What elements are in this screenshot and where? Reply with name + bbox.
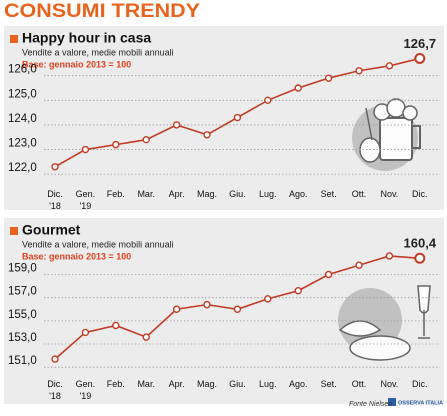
legend-square bbox=[10, 35, 18, 43]
x-tick-label: Gen. '19 bbox=[76, 379, 96, 401]
chart-title: Happy hour in casa bbox=[22, 30, 151, 46]
point bbox=[414, 252, 426, 264]
point bbox=[112, 321, 120, 330]
x-tick-label: Nov. bbox=[380, 379, 398, 389]
y-tick-label: 159,0 bbox=[8, 263, 37, 275]
point bbox=[294, 84, 302, 92]
x-tick-label: Mag. bbox=[197, 379, 217, 389]
subtitle: Vendite a valore, medie mobili annuali bbox=[22, 239, 174, 249]
point bbox=[233, 113, 242, 122]
x-tick-label: Mar. bbox=[137, 189, 155, 199]
point bbox=[172, 121, 181, 129]
x-tick-label: Mag. bbox=[197, 189, 217, 199]
x-tick-label: Feb. bbox=[107, 379, 125, 389]
source: Fonte Nielsen bbox=[349, 401, 392, 408]
x-tick-label: Lug. bbox=[259, 379, 277, 389]
point bbox=[264, 96, 272, 105]
point bbox=[172, 305, 181, 313]
x-tick-label: Nov. bbox=[380, 189, 398, 199]
point bbox=[81, 145, 90, 154]
x-tick-label: Gen. '19 bbox=[76, 189, 96, 211]
y-tick-label: 125,0 bbox=[8, 88, 37, 100]
note: Base: gennaio 2013 = 100 bbox=[22, 59, 131, 69]
logo: OSSERVA ITALIA bbox=[398, 400, 443, 406]
x-tick-label: Giu. bbox=[229, 189, 246, 199]
x-tick-label: Giu. bbox=[229, 379, 246, 389]
point bbox=[385, 252, 394, 260]
x-tick-label: Dic. bbox=[412, 379, 428, 389]
logo-mark bbox=[388, 398, 396, 406]
point bbox=[142, 333, 150, 341]
y-tick-label: 157,0 bbox=[8, 286, 37, 298]
y-tick-label: 153,0 bbox=[8, 332, 37, 344]
point bbox=[51, 163, 59, 171]
value-label: 160,4 bbox=[404, 236, 437, 251]
point bbox=[81, 328, 90, 337]
x-tick-label: Dic. bbox=[412, 189, 428, 199]
x-tick-label: Apr. bbox=[169, 379, 185, 389]
x-tick-label: Apr. bbox=[169, 189, 185, 199]
y-tick-label: 126,0 bbox=[8, 64, 37, 76]
x-tick-label: Set. bbox=[321, 189, 337, 199]
point bbox=[203, 300, 211, 309]
legend-square bbox=[10, 227, 18, 235]
x-tick-label: Dic. '18 bbox=[47, 379, 63, 401]
page-title: CONSUMI TRENDY bbox=[4, 1, 200, 22]
point bbox=[324, 74, 333, 82]
note: Base: gennaio 2013 = 100 bbox=[22, 251, 131, 261]
beer-icon bbox=[352, 98, 421, 171]
y-tick-label: 124,0 bbox=[8, 113, 37, 125]
x-tick-label: Ott. bbox=[352, 189, 367, 199]
subtitle: Vendite a valore, medie mobili annuali bbox=[22, 47, 174, 57]
x-tick-label: Ago. bbox=[289, 379, 308, 389]
x-tick-label: Ott. bbox=[352, 379, 367, 389]
x-tick-label: Lug. bbox=[259, 189, 277, 199]
y-tick-label: 155,0 bbox=[8, 309, 37, 321]
x-tick-label: Dic. '18 bbox=[47, 189, 63, 211]
point bbox=[294, 287, 302, 295]
point bbox=[264, 295, 272, 303]
point bbox=[385, 62, 394, 70]
y-tick-label: 151,0 bbox=[8, 355, 37, 367]
x-tick-label: Mar. bbox=[137, 379, 155, 389]
value-label: 126,7 bbox=[404, 36, 437, 51]
gourmet-icon bbox=[338, 285, 431, 361]
chart-title: Gourmet bbox=[22, 222, 81, 238]
point bbox=[355, 67, 363, 75]
point bbox=[233, 305, 242, 313]
y-tick-label: 122,0 bbox=[8, 162, 37, 174]
point bbox=[51, 355, 59, 363]
y-tick-label: 123,0 bbox=[8, 138, 37, 150]
point bbox=[203, 131, 211, 139]
x-tick-label: Feb. bbox=[107, 189, 125, 199]
point bbox=[355, 261, 363, 269]
point bbox=[414, 52, 426, 64]
point bbox=[112, 140, 120, 149]
point bbox=[142, 135, 150, 144]
x-tick-label: Set. bbox=[321, 379, 337, 389]
x-tick-label: Ago. bbox=[289, 189, 308, 199]
point bbox=[324, 270, 333, 279]
